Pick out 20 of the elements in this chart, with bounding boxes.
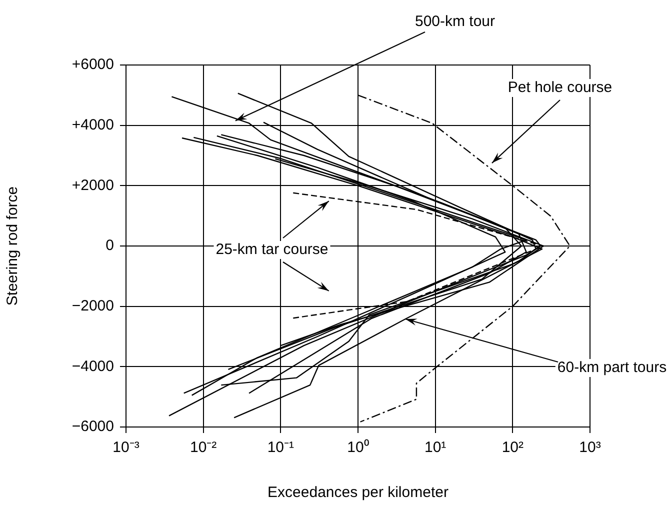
y-tick-label: −2000 — [72, 297, 114, 314]
y-tick-label: +6000 — [72, 56, 114, 74]
y-tick-label: +4000 — [72, 116, 114, 134]
x-tick-label: 10⁻² — [190, 439, 217, 456]
y-tick-label: −6000 — [72, 418, 114, 436]
x-axis-title: Exceedances per kilometer — [268, 484, 448, 502]
annotation: Pet hole course — [508, 79, 612, 96]
y-tick-label: −4000 — [72, 358, 114, 375]
y-tick-label: +2000 — [72, 176, 114, 194]
annotation: 25-km tar course — [216, 241, 328, 258]
x-tick-label: 10⁻³ — [112, 439, 140, 456]
x-tick-label: 10² — [502, 439, 524, 456]
annotation: 500-km tour — [414, 13, 496, 30]
y-axis-title: Steering rod force — [4, 186, 22, 306]
x-tick-label: 10¹ — [424, 439, 446, 456]
y-tick-label: 0 — [106, 237, 114, 254]
x-tick-label: 10⁰ — [347, 439, 369, 456]
x-tick-label: 10³ — [579, 439, 601, 456]
annotation: 60-km part tours — [557, 359, 667, 376]
x-tick-label: 10⁻¹ — [267, 439, 294, 456]
